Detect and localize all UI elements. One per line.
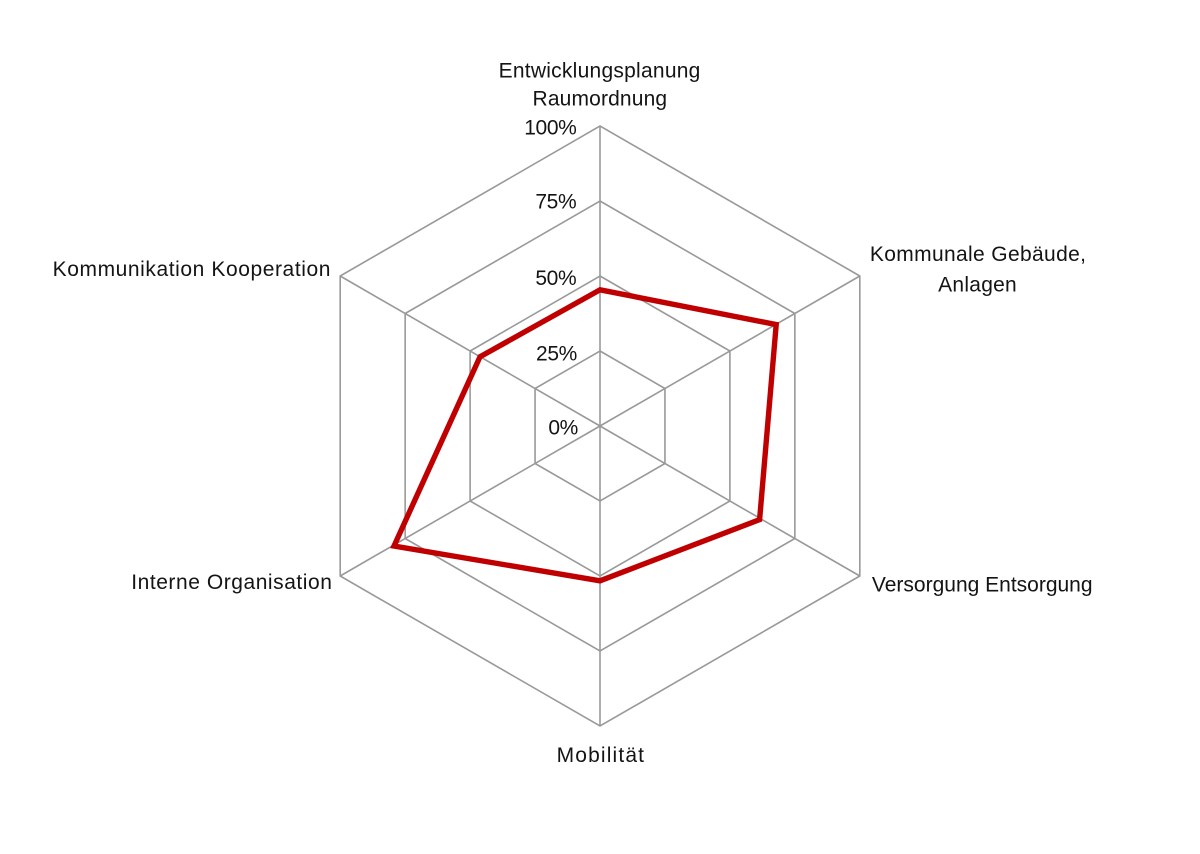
svg-text:0%: 0% — [548, 416, 578, 439]
svg-text:Kommunale Gebäude,: Kommunale Gebäude, — [870, 243, 1086, 266]
svg-text:100%: 100% — [524, 117, 576, 140]
svg-text:50%: 50% — [535, 267, 576, 290]
svg-text:25%: 25% — [536, 343, 577, 366]
svg-text:75%: 75% — [535, 191, 576, 214]
svg-text:Anlagen: Anlagen — [938, 274, 1017, 297]
svg-text:Kommunikation Kooperation: Kommunikation Kooperation — [53, 258, 331, 281]
svg-text:Interne Organisation: Interne Organisation — [131, 571, 332, 594]
svg-text:Entwicklungsplanung: Entwicklungsplanung — [499, 59, 701, 82]
svg-text:Versorgung Entsorgung: Versorgung Entsorgung — [872, 573, 1093, 596]
svg-text:Mobilität: Mobilität — [557, 744, 646, 767]
svg-text:Raumordnung: Raumordnung — [533, 87, 668, 110]
